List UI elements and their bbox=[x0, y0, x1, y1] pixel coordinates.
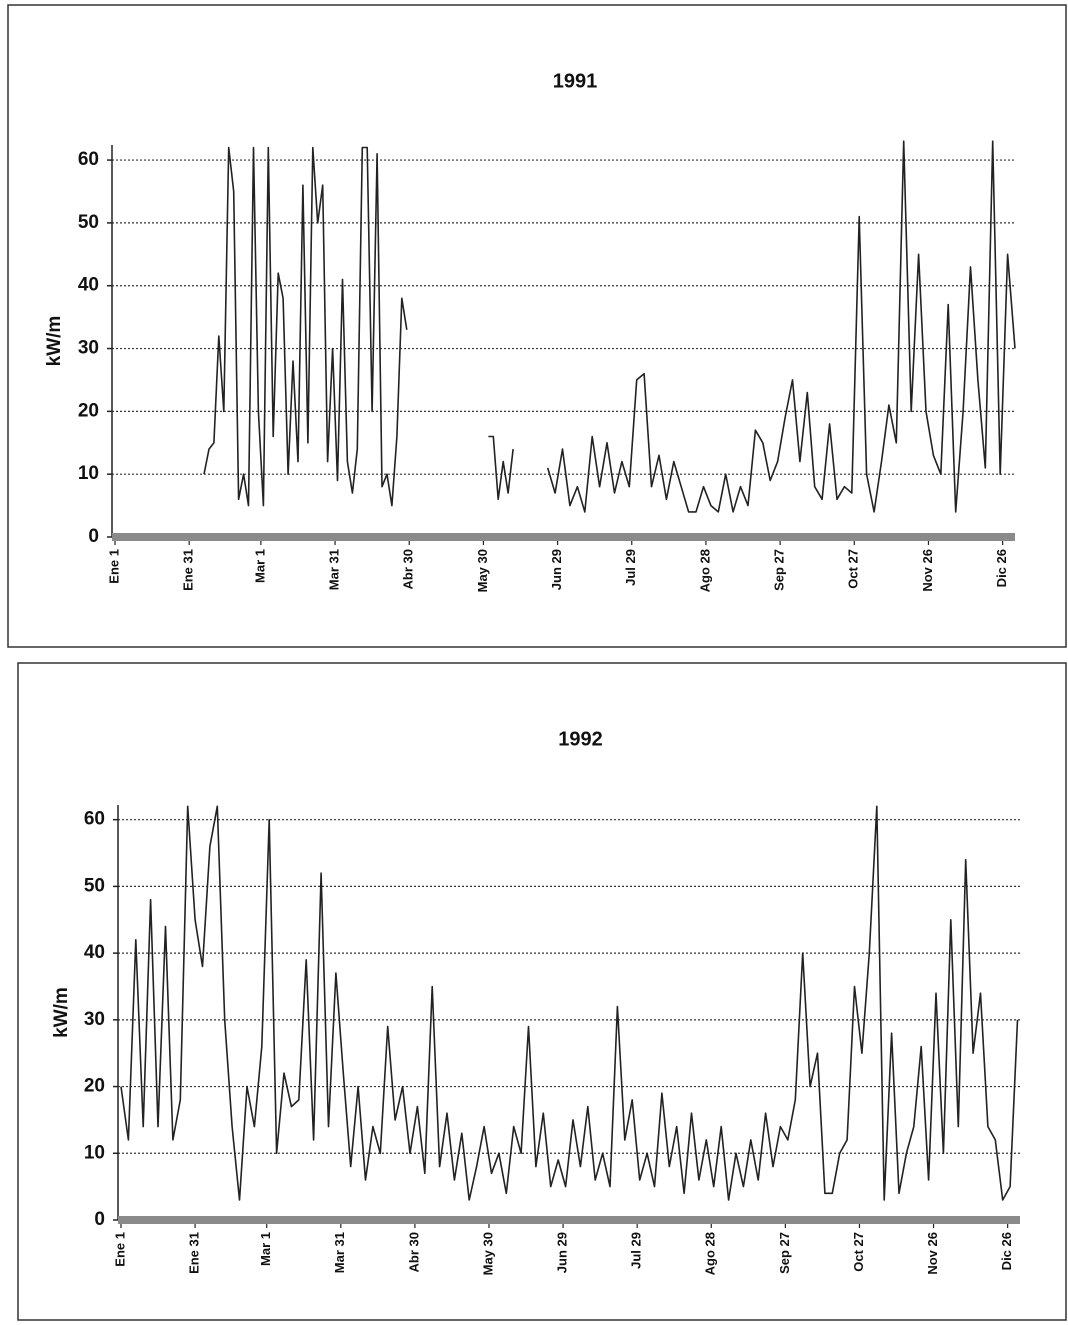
y-tick-label: 20 bbox=[78, 400, 99, 421]
y-tick-label: 10 bbox=[78, 463, 99, 484]
x-tick-label: Mar 31 bbox=[332, 1232, 347, 1273]
x-tick-label: Ene 31 bbox=[187, 1232, 202, 1274]
x-axis-band bbox=[118, 1216, 1020, 1224]
chart-title: 1992 bbox=[558, 728, 603, 750]
x-tick-label: Nov 26 bbox=[925, 1232, 940, 1275]
y-tick-label: 60 bbox=[84, 809, 105, 830]
y-tick-label: 30 bbox=[84, 1009, 105, 1030]
x-tick-label: Mar 1 bbox=[252, 549, 267, 583]
x-tick-label: Jul 29 bbox=[629, 1232, 644, 1269]
x-tick-label: Mar 1 bbox=[258, 1232, 273, 1266]
panel-frame bbox=[7, 4, 1067, 648]
y-tick-label: 40 bbox=[84, 942, 105, 963]
y-axis-label: kW/m bbox=[51, 987, 72, 1038]
y-tick-label: 20 bbox=[84, 1076, 105, 1097]
x-tick-label: Abr 30 bbox=[406, 1232, 421, 1272]
x-tick-label: Mar 31 bbox=[326, 549, 341, 590]
x-tick-label: Sep 27 bbox=[777, 1232, 792, 1274]
x-tick-label: Ene 31 bbox=[181, 549, 196, 591]
x-tick-label: Dic 26 bbox=[994, 549, 1009, 587]
panel-frame bbox=[17, 662, 1067, 1321]
y-tick-label: 50 bbox=[78, 212, 99, 233]
x-tick-label: Jun 29 bbox=[549, 549, 564, 590]
y-tick-label: 40 bbox=[78, 275, 99, 296]
x-tick-label: May 30 bbox=[480, 1232, 495, 1275]
x-axis-band bbox=[112, 533, 1015, 541]
x-tick-label: Nov 26 bbox=[920, 549, 935, 592]
y-tick-label: 0 bbox=[88, 526, 99, 547]
x-tick-label: Dic 26 bbox=[999, 1232, 1014, 1270]
y-tick-label: 50 bbox=[84, 875, 105, 896]
x-tick-label: Jul 29 bbox=[623, 549, 638, 586]
y-tick-label: 60 bbox=[78, 149, 99, 170]
x-tick-label: Sep 27 bbox=[772, 549, 787, 591]
data-line bbox=[203, 146, 408, 507]
x-tick-label: Ene 1 bbox=[106, 549, 121, 584]
data-line bbox=[546, 140, 1016, 513]
x-tick-label: Ago 28 bbox=[703, 1232, 718, 1275]
y-tick-label: 0 bbox=[94, 1209, 105, 1230]
x-tick-label: Oct 27 bbox=[846, 549, 861, 589]
chart-title: 1991 bbox=[553, 70, 598, 92]
x-tick-label: Oct 27 bbox=[851, 1232, 866, 1272]
x-tick-label: May 30 bbox=[475, 549, 490, 592]
y-tick-label: 10 bbox=[84, 1142, 105, 1163]
data-line bbox=[488, 435, 514, 501]
data-line bbox=[120, 805, 1019, 1201]
x-tick-label: Jun 29 bbox=[555, 1232, 570, 1273]
x-tick-label: Ago 28 bbox=[697, 549, 712, 592]
y-axis-label: kW/m bbox=[44, 316, 65, 367]
y-tick-label: 30 bbox=[78, 338, 99, 359]
x-tick-label: Ene 1 bbox=[112, 1232, 127, 1267]
x-tick-label: Abr 30 bbox=[401, 549, 416, 589]
